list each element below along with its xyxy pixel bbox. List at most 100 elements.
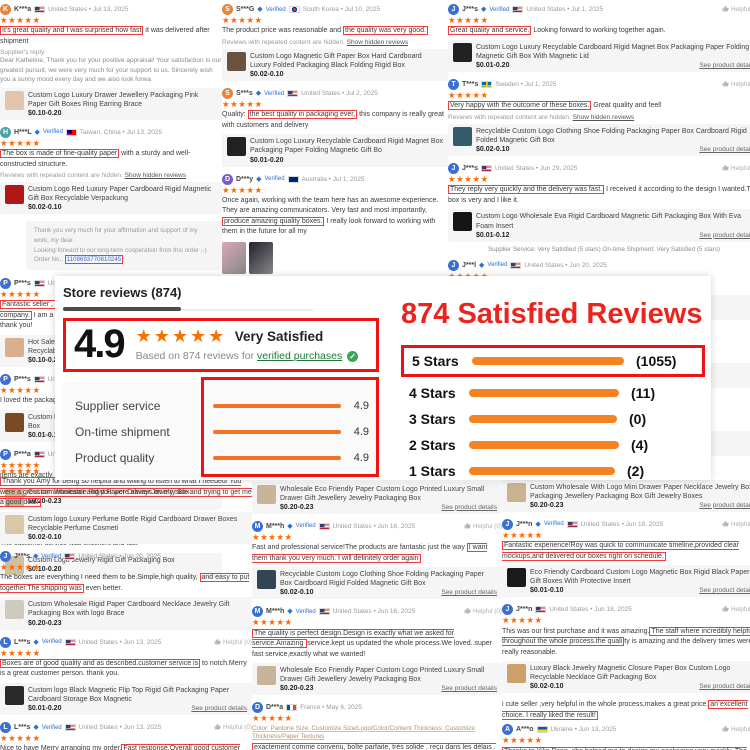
show-hidden-reviews-link[interactable]: Show hidden reviews — [572, 113, 635, 121]
helpful-button[interactable]: Helpful (0) — [214, 638, 252, 647]
see-product-details-link[interactable]: See product details — [191, 705, 247, 713]
see-product-details-link[interactable]: See product details — [699, 231, 750, 239]
review-country-date: United States • Jun 29, 2025 — [494, 165, 578, 173]
product-card[interactable]: Custom Logo Luxury Recyclable Cardboard … — [448, 39, 750, 73]
star-rating: ★★★★★ — [0, 647, 41, 658]
product-card[interactable]: Wholesale Eco Friendly Paper Custom Logo… — [252, 663, 502, 696]
review-text: Looking forward to working together agai… — [531, 27, 666, 35]
product-info: Custom Wholesale With Logo Mini Drawer P… — [530, 483, 750, 509]
reviewer-name: A***o — [516, 726, 534, 734]
product-card[interactable]: Luxury Black Jewelry Magnetic Closure Pa… — [502, 661, 750, 694]
star-row-2: 2 Stars (4) — [401, 435, 705, 455]
product-card[interactable]: Eco Friendly Cardboard Custom Logo Magne… — [502, 565, 750, 598]
annotated-review-text: Great quality and service. — [448, 26, 532, 36]
helpful-count: Helpful (0) — [730, 6, 750, 13]
rating-value: 4.9 — [353, 452, 369, 464]
helpful-button[interactable]: Helpful (0) — [722, 5, 750, 14]
reviewer-name: S***s — [236, 90, 253, 98]
product-card[interactable]: Custom Logo Jewelry Rigid Gift Packaging… — [0, 552, 222, 578]
product-card[interactable]: Custom Wholesale Rigid Paper Drawer Jewe… — [0, 484, 222, 510]
product-name: Custom Logo Luxury Recyclable Cardboard … — [476, 43, 750, 60]
au-flag-icon — [287, 175, 299, 183]
review-photo[interactable] — [222, 241, 246, 274]
review-card: J J***n United States • Jun 18, 2025 Helpfu… — [502, 604, 750, 694]
review-column-3: ★★★★★ Thank you Amy for being so helpful … — [0, 466, 252, 750]
product-info: Custom logo Black Magnetic Flip Top Rigi… — [28, 686, 247, 712]
show-hidden-reviews-link[interactable]: Show hidden reviews — [346, 38, 409, 46]
product-card[interactable]: Custom Wholesale With Logo Mini Drawer P… — [502, 479, 750, 512]
thumbs-up-icon — [722, 520, 729, 529]
satisfied-reviews-title: 874 Satisfied Reviews — [401, 298, 703, 330]
verified-purchases-link[interactable]: verified purchases — [257, 350, 343, 362]
see-product-details-link[interactable]: See product details — [699, 146, 750, 154]
review-meta-row: J J***s ◆ Verified United States • Jun 20, 2… — [0, 551, 252, 563]
product-thumbnail-image — [5, 90, 24, 110]
star-row-count: (0) — [629, 411, 647, 427]
product-card[interactable]: Custom logo Luxury Perfume Bottle Rigid … — [0, 511, 252, 545]
star-rating: ★★★★★ — [502, 529, 543, 540]
helpful-button[interactable]: Helpful (0) — [722, 605, 750, 614]
product-card[interactable]: Custom Logo Luxury Recyclable Cardboard … — [222, 134, 448, 167]
see-product-details-link[interactable]: See product details — [441, 685, 497, 693]
star-rating: ★★★★★ — [222, 15, 263, 25]
product-card[interactable]: Custom logo Black Magnetic Flip Top Rigi… — [0, 682, 252, 716]
see-product-details-link[interactable]: See product details — [699, 501, 750, 509]
verified-check-icon: ✓ — [347, 351, 359, 362]
star-distribution: 5 Stars (1055) 4 Stars (11) 3 Stars (0) … — [401, 345, 705, 481]
verified-badge-icon: ◆ — [535, 520, 541, 528]
avatar: S — [222, 4, 233, 15]
star-rating: ★★★★★ — [222, 184, 263, 195]
product-card[interactable]: Custom Wholesale Rigid Paper Cardboard N… — [0, 597, 252, 630]
see-product-details-link[interactable]: See product details — [699, 683, 750, 691]
show-hidden-reviews-link[interactable]: Show hidden reviews — [124, 172, 187, 180]
product-price: $0.02-0.10 — [28, 534, 62, 542]
helpful-button[interactable]: Helpful (0) — [722, 520, 750, 529]
product-card[interactable]: Custom Logo Magnetic Gift Paper Box Hard… — [222, 48, 448, 82]
product-card[interactable]: Custom Logo Luxury Drawer Jewellery Pack… — [0, 87, 222, 120]
star-row-bar — [469, 467, 615, 475]
tw-flag-icon — [65, 128, 77, 136]
product-card[interactable]: Wholesale Eco Friendly Paper Custom Logo… — [252, 481, 502, 514]
review-card: D D***a France • May 6, 2025 ★★★★★ Color: Pa… — [252, 702, 502, 750]
helpful-button[interactable]: Helpful (0) — [464, 522, 502, 531]
review-text: Fast and professional service!The produc… — [252, 544, 467, 552]
helpful-button[interactable]: Helpful (0) — [722, 725, 750, 734]
product-thumbnail-image — [5, 487, 24, 507]
star-rating: ★★★★★ — [0, 15, 41, 25]
review-country-date: United States • Jun 13, 2025 — [78, 638, 162, 646]
product-card[interactable]: Recyclable Custom Logo Clothing Shoe Fol… — [252, 567, 502, 600]
star-row-bar — [469, 441, 619, 449]
see-product-details-link[interactable]: See product details — [441, 503, 497, 511]
reviewer-name: J***s — [462, 6, 478, 13]
product-card[interactable]: Custom Logo Red Luxury Paper Cardboard R… — [0, 182, 222, 215]
product-price-row: $0.02-0.10 — [250, 70, 443, 78]
product-card[interactable]: Recyclable Custom Logo Clothing Shoe Fol… — [448, 123, 750, 157]
product-name: Custom logo Luxury Perfume Bottle Rigid … — [28, 515, 238, 532]
see-product-details-link[interactable]: See product details — [699, 587, 750, 595]
annotated-review-text: The staff where incredibly helpful throu… — [502, 626, 750, 647]
product-info: Recyclable Custom Logo Clothing Shoe Fol… — [476, 127, 750, 153]
see-product-details-link[interactable]: See product details — [699, 62, 750, 70]
review-text: ty is amazing and the delivery times wer… — [502, 638, 750, 656]
helpful-button[interactable]: Helpful (0) — [464, 607, 502, 616]
reviewer-name: J***s — [14, 553, 30, 561]
star-row-label: 2 Stars — [409, 437, 456, 453]
based-on-prefix: Based on 874 reviews for — [135, 350, 258, 362]
verified-badge-label: Verified — [41, 639, 62, 646]
reply-card-line: Looking forward to our long-term coopera… — [34, 246, 207, 254]
review-photos — [222, 240, 448, 281]
thumbs-up-icon — [214, 723, 221, 732]
review-country-date: South Korea • Jul 10, 2025 — [302, 6, 381, 13]
reviewer-name: J***l — [462, 261, 477, 269]
reviewer-name: S***G — [236, 6, 255, 13]
product-price: $0.02-0.10 — [530, 683, 564, 691]
review-photo[interactable] — [249, 241, 273, 274]
see-product-details-link[interactable]: See product details — [441, 589, 497, 597]
product-card[interactable]: Custom Logo Wholesale Eva Rigid Cardboar… — [448, 209, 750, 242]
helpful-button[interactable]: Helpful (0) — [722, 80, 750, 89]
helpful-button[interactable]: Helpful (0) — [214, 723, 252, 732]
us-flag-icon — [480, 165, 492, 173]
annotated-review-text: and easy to put together.The shipping wa… — [0, 573, 250, 593]
helpful-button[interactable]: Helpful (0) — [722, 164, 750, 173]
review-text: The quality is perfect design.Design is … — [252, 628, 502, 661]
